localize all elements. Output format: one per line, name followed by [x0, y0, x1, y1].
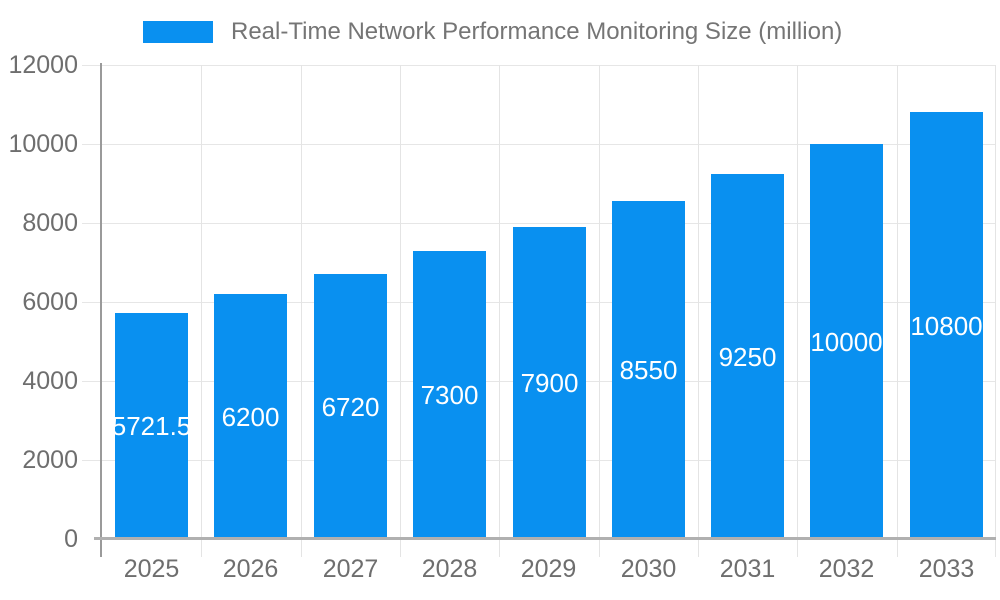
x-tick-label: 2026 — [222, 555, 279, 583]
x-tick-label: 2027 — [322, 555, 379, 583]
y-tick-label: 2000 — [22, 446, 78, 474]
bar-value-label: 7300 — [420, 380, 479, 410]
x-gridline — [897, 65, 898, 557]
bar-value-label: 10000 — [810, 326, 883, 357]
x-gridline — [400, 65, 401, 557]
bar-2029[interactable]: 7900 — [513, 227, 586, 539]
bar-2027[interactable]: 6720 — [314, 274, 387, 539]
bar-2026[interactable]: 6200 — [214, 294, 287, 539]
y-gridline — [82, 65, 996, 66]
y-gridline — [82, 223, 996, 224]
x-gridline — [797, 65, 798, 557]
bar-value-label: 6720 — [321, 391, 380, 422]
bar-2032[interactable]: 10000 — [810, 144, 883, 539]
bar-2025[interactable]: 5721.5 — [112, 313, 191, 539]
legend-label: Real-Time Network Performance Monitoring… — [231, 18, 843, 45]
bar-value-label: 8550 — [619, 355, 678, 385]
bar-value-label: 5721.5 — [111, 411, 192, 441]
bar-2030[interactable]: 8550 — [612, 201, 685, 539]
x-gridline — [301, 65, 302, 557]
x-gridline — [599, 65, 600, 557]
x-tick-label: 2028 — [421, 555, 478, 583]
bar-2031[interactable]: 9250 — [711, 174, 784, 539]
x-gridline — [698, 65, 699, 557]
y-tick-label: 4000 — [22, 367, 78, 395]
bar-value-label: 10800 — [910, 310, 983, 341]
legend-swatch-icon — [143, 21, 213, 43]
plot-right-border — [995, 65, 996, 557]
x-axis-line — [94, 537, 996, 540]
bar-2028[interactable]: 7300 — [413, 251, 486, 539]
y-tick-label: 6000 — [22, 288, 78, 316]
y-axis-line — [100, 63, 102, 557]
x-gridline — [499, 65, 500, 557]
y-tick-label: 12000 — [8, 51, 78, 79]
y-tick-label: 8000 — [22, 209, 78, 237]
y-tick-label: 10000 — [8, 130, 78, 158]
bar-2033[interactable]: 10800 — [910, 112, 983, 539]
y-tick-label: 0 — [64, 525, 78, 553]
legend: Real-Time Network Performance Monitoring… — [143, 18, 843, 45]
x-tick-label: 2033 — [918, 555, 975, 583]
x-tick-label: 2025 — [123, 555, 180, 583]
bar-value-label: 9250 — [718, 341, 777, 372]
x-tick-label: 2030 — [620, 555, 677, 583]
bar-value-label: 7900 — [520, 368, 579, 398]
x-tick-label: 2032 — [818, 555, 875, 583]
x-tick-label: 2031 — [719, 555, 776, 583]
y-gridline — [82, 144, 996, 145]
bar-value-label: 6200 — [221, 401, 280, 432]
x-tick-label: 2029 — [520, 555, 577, 583]
x-gridline — [201, 65, 202, 557]
